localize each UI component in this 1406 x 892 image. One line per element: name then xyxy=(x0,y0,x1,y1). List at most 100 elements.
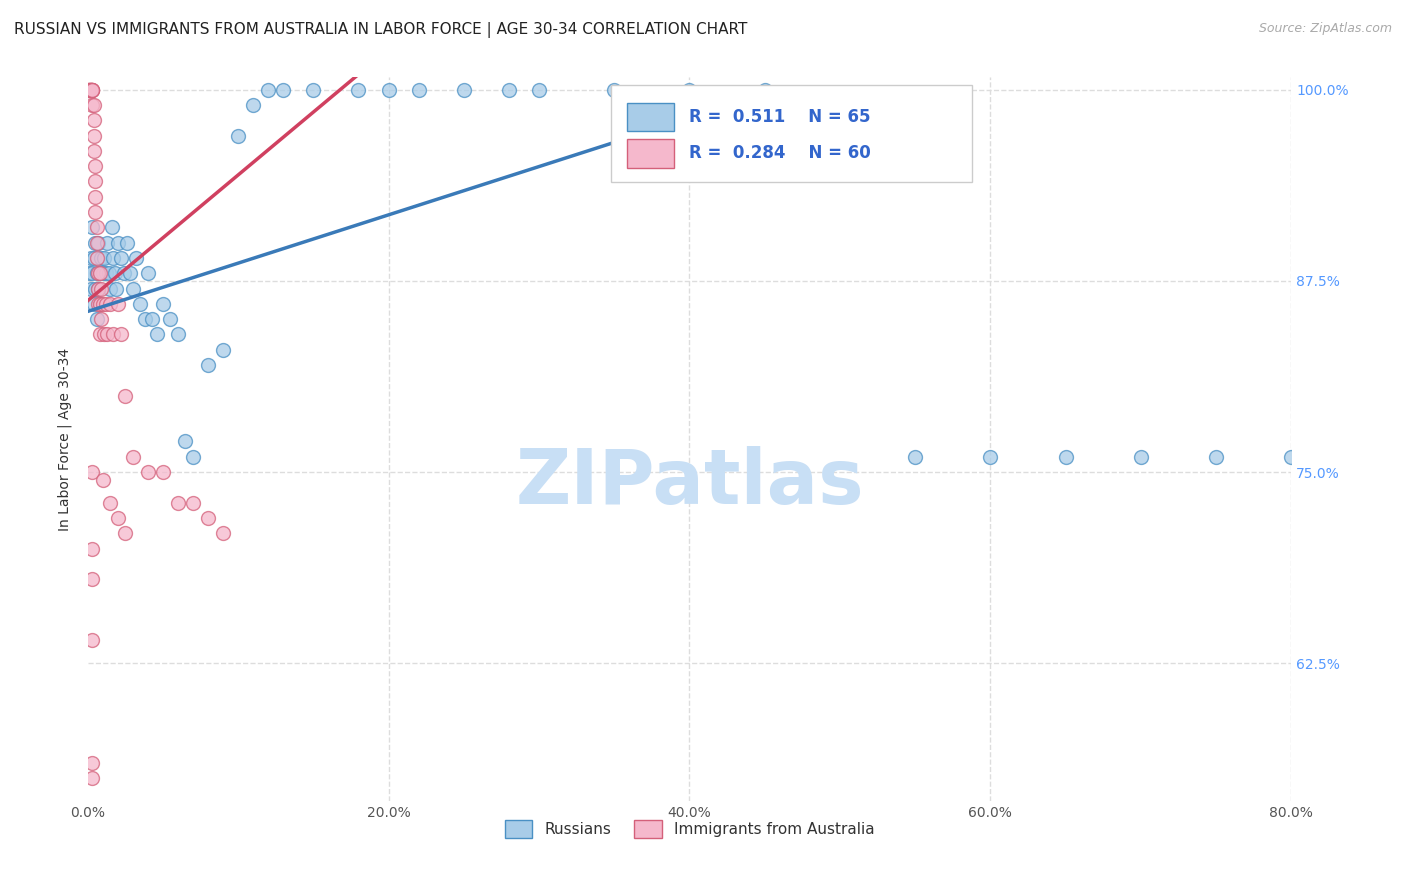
Point xyxy=(453,83,475,97)
Point xyxy=(82,541,104,556)
Point xyxy=(83,113,105,128)
Point xyxy=(91,266,114,280)
Point xyxy=(146,327,169,342)
Point xyxy=(134,312,156,326)
Text: Source: ZipAtlas.com: Source: ZipAtlas.com xyxy=(1258,22,1392,36)
Point xyxy=(105,281,128,295)
Point xyxy=(83,144,105,158)
Point xyxy=(84,174,107,188)
Point xyxy=(77,83,100,97)
Point xyxy=(167,495,190,509)
Point xyxy=(107,235,129,250)
Point xyxy=(79,83,101,97)
Point xyxy=(91,297,114,311)
Point xyxy=(90,251,112,265)
Point xyxy=(979,450,1001,464)
Point xyxy=(527,83,550,97)
Point xyxy=(94,266,117,280)
Point xyxy=(678,83,700,97)
Point xyxy=(98,495,121,509)
Point xyxy=(89,327,111,342)
Point xyxy=(87,297,110,311)
Point xyxy=(94,297,117,311)
Point xyxy=(103,251,125,265)
Point xyxy=(212,343,235,357)
Point xyxy=(82,465,104,479)
Point xyxy=(1205,450,1227,464)
Point xyxy=(84,235,107,250)
Point xyxy=(79,281,101,295)
Point xyxy=(125,251,148,265)
Point xyxy=(104,266,127,280)
Point xyxy=(226,128,249,143)
Point xyxy=(103,327,125,342)
Point xyxy=(121,450,143,464)
Point xyxy=(152,465,174,479)
Point xyxy=(89,297,111,311)
Point xyxy=(93,251,115,265)
Point xyxy=(84,159,107,173)
Point xyxy=(408,83,430,97)
Point xyxy=(79,83,101,97)
Point xyxy=(302,83,325,97)
Point xyxy=(136,266,159,280)
Point xyxy=(118,266,141,280)
Point xyxy=(152,297,174,311)
Point xyxy=(77,83,100,97)
Point xyxy=(377,83,399,97)
Text: RUSSIAN VS IMMIGRANTS FROM AUSTRALIA IN LABOR FORCE | AGE 30-34 CORRELATION CHAR: RUSSIAN VS IMMIGRANTS FROM AUSTRALIA IN … xyxy=(14,22,748,38)
Point xyxy=(79,251,101,265)
Point xyxy=(84,190,107,204)
Point xyxy=(87,281,110,295)
Point xyxy=(77,83,100,97)
Point xyxy=(114,526,136,541)
Point xyxy=(89,266,111,280)
Point xyxy=(87,266,110,280)
Point xyxy=(83,98,105,112)
Point xyxy=(121,281,143,295)
FancyBboxPatch shape xyxy=(612,85,973,182)
Point xyxy=(93,327,115,342)
Point xyxy=(90,281,112,295)
FancyBboxPatch shape xyxy=(627,139,673,168)
Text: ZIPatlas: ZIPatlas xyxy=(515,446,863,519)
Point xyxy=(110,251,132,265)
Point xyxy=(197,511,219,525)
Point xyxy=(129,297,152,311)
Point xyxy=(181,495,204,509)
Point xyxy=(174,434,197,449)
Point xyxy=(83,297,105,311)
Point xyxy=(86,235,108,250)
Text: R =  0.511    N = 65: R = 0.511 N = 65 xyxy=(689,108,870,127)
Point xyxy=(91,473,114,487)
Point xyxy=(87,235,110,250)
Point xyxy=(77,83,100,97)
Point xyxy=(82,98,104,112)
Point xyxy=(79,83,101,97)
Point xyxy=(96,327,118,342)
Point xyxy=(1129,450,1152,464)
Point xyxy=(97,266,120,280)
Legend: Russians, Immigrants from Australia: Russians, Immigrants from Australia xyxy=(499,814,880,844)
Point xyxy=(86,266,108,280)
Point xyxy=(271,83,294,97)
Point xyxy=(498,83,520,97)
Text: R =  0.284    N = 60: R = 0.284 N = 60 xyxy=(689,145,872,162)
Point xyxy=(77,266,100,280)
Point xyxy=(82,756,104,770)
Point xyxy=(82,633,104,648)
Point xyxy=(257,83,280,97)
Point xyxy=(242,98,264,112)
Point xyxy=(79,83,101,97)
Point xyxy=(904,450,927,464)
Point xyxy=(82,771,104,785)
Point xyxy=(107,297,129,311)
Point xyxy=(136,465,159,479)
Point xyxy=(89,266,111,280)
Point xyxy=(141,312,163,326)
Point xyxy=(82,572,104,586)
Point xyxy=(181,450,204,464)
Point xyxy=(87,281,110,295)
Point xyxy=(82,83,104,97)
Point xyxy=(82,220,104,235)
